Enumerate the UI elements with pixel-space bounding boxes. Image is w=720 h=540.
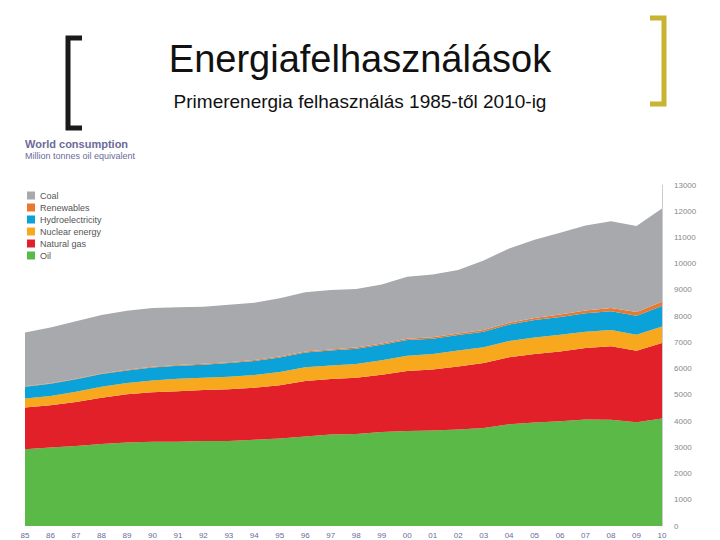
svg-text:3000: 3000	[674, 443, 692, 452]
svg-text:10000: 10000	[674, 259, 697, 268]
svg-text:Coal: Coal	[40, 191, 59, 201]
svg-text:2000: 2000	[674, 469, 692, 478]
svg-text:Renewables: Renewables	[40, 203, 90, 213]
svg-text:5000: 5000	[674, 390, 692, 399]
svg-text:98: 98	[352, 531, 361, 540]
svg-text:Primerenergia felhasználás 198: Primerenergia felhasználás 1985-től 2010…	[174, 91, 547, 112]
svg-text:95: 95	[275, 531, 284, 540]
svg-text:89: 89	[122, 531, 131, 540]
svg-text:03: 03	[479, 531, 488, 540]
svg-text:1000: 1000	[674, 495, 692, 504]
svg-text:0: 0	[674, 522, 679, 531]
svg-text:02: 02	[454, 531, 463, 540]
svg-text:09: 09	[632, 531, 641, 540]
svg-text:11000: 11000	[674, 233, 696, 242]
svg-text:01: 01	[428, 531, 437, 540]
svg-text:10: 10	[658, 531, 667, 540]
svg-text:9000: 9000	[674, 285, 692, 294]
svg-text:Oil: Oil	[40, 251, 51, 261]
svg-text:97: 97	[326, 531, 335, 540]
svg-text:12000: 12000	[674, 207, 697, 216]
svg-text:86: 86	[46, 531, 55, 540]
svg-text:05: 05	[530, 531, 539, 540]
svg-text:96: 96	[301, 531, 310, 540]
svg-text:92: 92	[199, 531, 208, 540]
svg-text:13000: 13000	[674, 181, 697, 190]
svg-text:94: 94	[250, 531, 259, 540]
svg-text:4000: 4000	[674, 417, 692, 426]
svg-text:99: 99	[377, 531, 386, 540]
svg-text:Natural gas: Natural gas	[40, 239, 87, 249]
svg-text:World consumption: World consumption	[25, 138, 128, 150]
svg-text:08: 08	[607, 531, 616, 540]
svg-text:7000: 7000	[674, 338, 692, 347]
svg-text:00: 00	[403, 531, 412, 540]
svg-text:85: 85	[21, 531, 30, 540]
svg-text:93: 93	[224, 531, 233, 540]
svg-text:6000: 6000	[674, 364, 692, 373]
svg-text:91: 91	[173, 531, 182, 540]
svg-text:06: 06	[556, 531, 565, 540]
svg-text:87: 87	[72, 531, 81, 540]
svg-text:88: 88	[97, 531, 106, 540]
svg-text:Hydroelectricity: Hydroelectricity	[40, 215, 102, 225]
svg-text:Million tonnes oil equivalent: Million tonnes oil equivalent	[25, 151, 136, 161]
svg-text:8000: 8000	[674, 312, 692, 321]
svg-text:Nuclear energy: Nuclear energy	[40, 227, 102, 237]
svg-text:Energiafelhasználások: Energiafelhasználások	[169, 38, 552, 80]
svg-text:90: 90	[148, 531, 157, 540]
svg-text:04: 04	[505, 531, 514, 540]
svg-text:07: 07	[581, 531, 590, 540]
